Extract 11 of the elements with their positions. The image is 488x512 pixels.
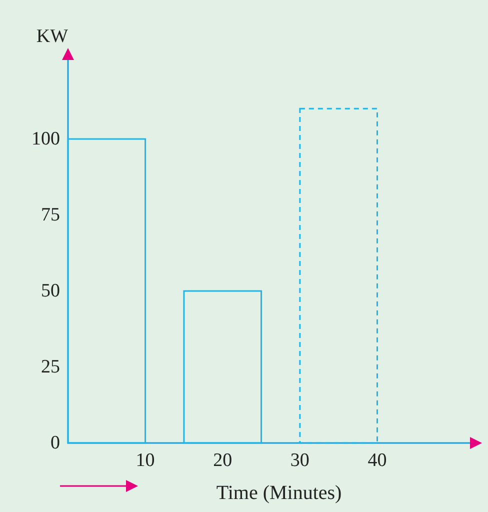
x-tick-label: 40: [368, 450, 387, 471]
x-axis-title: Time (Minutes): [216, 482, 342, 504]
y-tick-label: 100: [32, 128, 60, 150]
y-tick-label: 0: [50, 432, 60, 454]
y-axis-title: KW: [36, 26, 68, 47]
x-tick-label: 10: [136, 450, 155, 471]
x-tick-label: 30: [290, 450, 310, 471]
y-tick-label: 75: [41, 204, 60, 226]
y-tick-label: 50: [41, 280, 60, 302]
x-tick-label: 20: [213, 450, 232, 471]
y-tick-label: 25: [41, 356, 60, 378]
